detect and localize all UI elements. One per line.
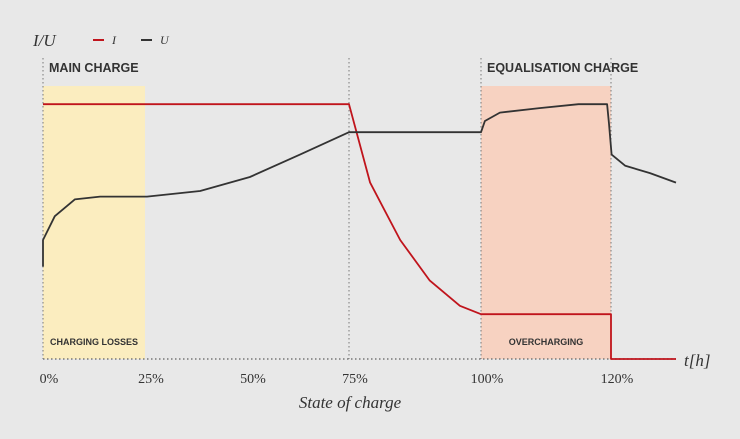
region-label: MAIN CHARGE bbox=[49, 61, 139, 75]
x-tick-label: 0% bbox=[40, 372, 59, 387]
x-tick-label: 75% bbox=[342, 372, 368, 387]
x-tick-label: 100% bbox=[471, 372, 504, 387]
region-sublabel: OVERCHARGING bbox=[509, 337, 584, 347]
x-axis-label: State of charge bbox=[299, 393, 402, 412]
x-tick-label: 50% bbox=[240, 372, 266, 387]
series-line bbox=[42, 103, 677, 267]
region-shade bbox=[43, 86, 145, 359]
series-line bbox=[43, 103, 676, 360]
y-axis-label: I/U bbox=[32, 31, 57, 50]
x-axis-end-label: t[h] bbox=[684, 351, 710, 370]
legend-label: I bbox=[111, 33, 117, 47]
region-shade bbox=[481, 86, 611, 359]
x-tick-label: 120% bbox=[601, 372, 634, 387]
region-label: EQUALISATION CHARGE bbox=[487, 61, 638, 75]
legend-label: U bbox=[160, 33, 170, 47]
region-sublabel: CHARGING LOSSES bbox=[50, 337, 138, 347]
x-tick-label: 25% bbox=[138, 372, 164, 387]
